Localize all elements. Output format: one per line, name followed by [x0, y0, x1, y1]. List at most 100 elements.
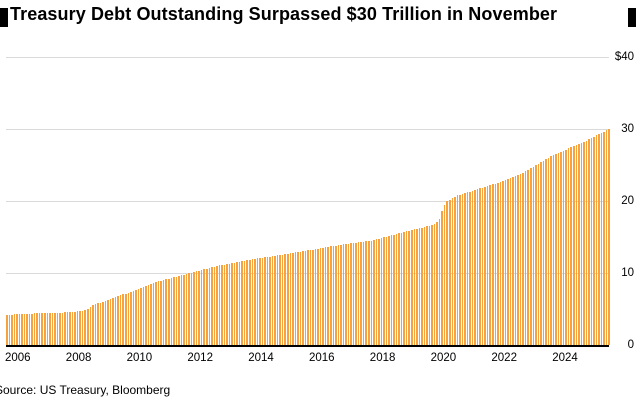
bar: [380, 238, 383, 345]
bar: [431, 224, 433, 345]
cropped-glyph-left: [0, 8, 8, 27]
bar: [135, 289, 137, 345]
bar: [327, 246, 329, 345]
bar: [223, 264, 226, 345]
bar: [494, 183, 497, 345]
bar: [390, 235, 393, 345]
bar: [228, 263, 231, 345]
bar: [183, 274, 185, 345]
bar: [26, 313, 28, 345]
bar: [185, 274, 188, 345]
bar: [132, 290, 135, 345]
bar: [276, 255, 279, 345]
bar: [565, 149, 567, 345]
bar: [180, 275, 183, 345]
bar: [297, 252, 299, 345]
bar: [279, 254, 281, 345]
bar: [76, 311, 79, 345]
bar: [269, 256, 271, 345]
bar: [170, 277, 173, 345]
bar: [292, 252, 294, 345]
bar: [97, 303, 99, 345]
bar: [322, 247, 324, 345]
bar: [603, 131, 605, 345]
bar: [583, 141, 585, 345]
bar: [575, 145, 578, 345]
bar: [456, 195, 459, 345]
bar: [211, 267, 213, 345]
bar: [233, 262, 236, 345]
bar: [261, 257, 264, 345]
bar: [330, 246, 332, 345]
bar: [428, 225, 431, 345]
bar: [585, 140, 588, 345]
bar: [59, 312, 61, 345]
bar: [413, 229, 416, 345]
gridline: [6, 57, 609, 58]
bar: [388, 236, 390, 345]
bar: [466, 192, 469, 345]
bar: [347, 243, 350, 345]
bar: [203, 269, 205, 345]
bar: [109, 298, 112, 345]
bar: [426, 226, 428, 345]
bar: [142, 286, 145, 345]
bar: [238, 261, 241, 345]
bar: [464, 193, 466, 345]
bar: [350, 243, 352, 345]
bar: [421, 227, 423, 345]
bar: [127, 292, 130, 345]
bar: [175, 276, 178, 345]
gridline: [6, 201, 609, 202]
bar: [122, 294, 124, 345]
bar: [66, 312, 69, 345]
bar: [264, 257, 266, 345]
bar: [200, 270, 203, 345]
bar: [102, 301, 104, 345]
bar: [168, 278, 170, 345]
bar: [271, 256, 274, 345]
bar: [398, 233, 400, 345]
bar: [11, 314, 13, 345]
bar: [588, 139, 590, 345]
bar: [46, 313, 49, 345]
bar: [162, 279, 165, 345]
bar: [535, 165, 537, 345]
bar: [489, 185, 491, 345]
chart-title: Treasury Debt Outstanding Surpassed $30 …: [10, 4, 558, 24]
bar: [385, 236, 388, 345]
bar: [545, 159, 547, 345]
bar: [8, 314, 11, 345]
bar: [593, 136, 595, 345]
source-text: Source: US Treasury, Bloomberg: [0, 383, 171, 397]
bar: [150, 284, 152, 345]
bar: [137, 288, 140, 345]
bar: [249, 259, 251, 345]
bar: [314, 249, 317, 345]
bar: [542, 160, 545, 345]
bar: [312, 249, 314, 345]
bar: [178, 276, 180, 345]
bar: [6, 314, 8, 345]
bar: [441, 211, 443, 345]
bar: [499, 181, 502, 345]
bar: [578, 144, 580, 345]
bar: [31, 313, 33, 345]
bar: [208, 268, 211, 345]
bar: [507, 178, 509, 345]
bar: [92, 305, 94, 345]
bar: [246, 260, 248, 345]
bar: [337, 245, 340, 345]
bar: [284, 254, 286, 345]
bar: [114, 297, 117, 345]
bar: [598, 134, 600, 345]
bar: [302, 251, 304, 345]
bar: [193, 272, 195, 345]
bar: [540, 162, 542, 345]
bar: [522, 172, 524, 345]
bar: [357, 242, 360, 345]
bar: [84, 310, 86, 345]
bar: [41, 313, 43, 345]
bar: [256, 258, 259, 345]
